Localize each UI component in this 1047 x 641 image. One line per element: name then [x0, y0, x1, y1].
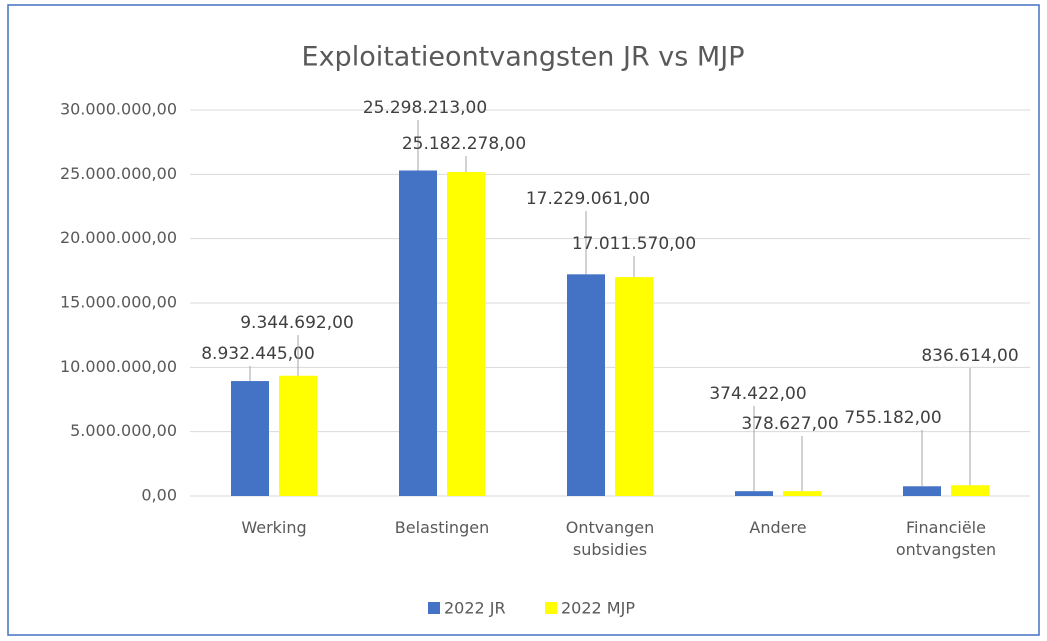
data-label: 17.229.061,00 — [526, 189, 650, 209]
data-label: 836.614,00 — [921, 346, 1018, 366]
y-tick-label: 30.000.000,00 — [60, 100, 177, 119]
y-tick-label: 25.000.000,00 — [60, 164, 177, 183]
y-tick-label: 5.000.000,00 — [70, 421, 177, 440]
bar — [903, 486, 941, 496]
data-label: 9.344.692,00 — [240, 313, 354, 333]
x-tick-label: Werking — [241, 518, 307, 537]
x-tick-label: Financiële ontvangsten — [895, 518, 997, 559]
legend-label: 2022 JR — [444, 599, 506, 618]
data-label: 755.182,00 — [844, 408, 941, 428]
bar — [783, 491, 821, 496]
legend-swatch — [545, 602, 557, 614]
bar — [279, 375, 317, 496]
bar — [399, 170, 437, 496]
x-tick-label: Belastingen — [394, 518, 490, 537]
y-tick-label: 15.000.000,00 — [60, 293, 177, 312]
x-tick-label: Ontvangen subsidies — [565, 518, 655, 559]
y-tick-label: 0,00 — [141, 486, 177, 505]
data-label: 25.182.278,00 — [402, 134, 526, 154]
data-label: 374.422,00 — [709, 384, 806, 404]
data-label: 25.298.213,00 — [363, 98, 487, 118]
bar — [615, 277, 653, 496]
bar — [735, 491, 773, 496]
legend-swatch — [428, 602, 440, 614]
y-tick-label: 20.000.000,00 — [60, 228, 177, 247]
data-label: 17.011.570,00 — [572, 234, 696, 254]
bar — [231, 381, 269, 496]
x-tick-label: Andere — [749, 518, 807, 537]
bar — [567, 274, 605, 496]
data-label: 378.627,00 — [741, 414, 838, 434]
bar — [951, 485, 989, 496]
bar — [447, 171, 485, 496]
data-label: 8.932.445,00 — [201, 344, 315, 364]
legend-label: 2022 MJP — [561, 599, 635, 618]
chart-title: Exploitatieontvangsten JR vs MJP — [302, 42, 745, 73]
y-tick-label: 10.000.000,00 — [60, 357, 177, 376]
